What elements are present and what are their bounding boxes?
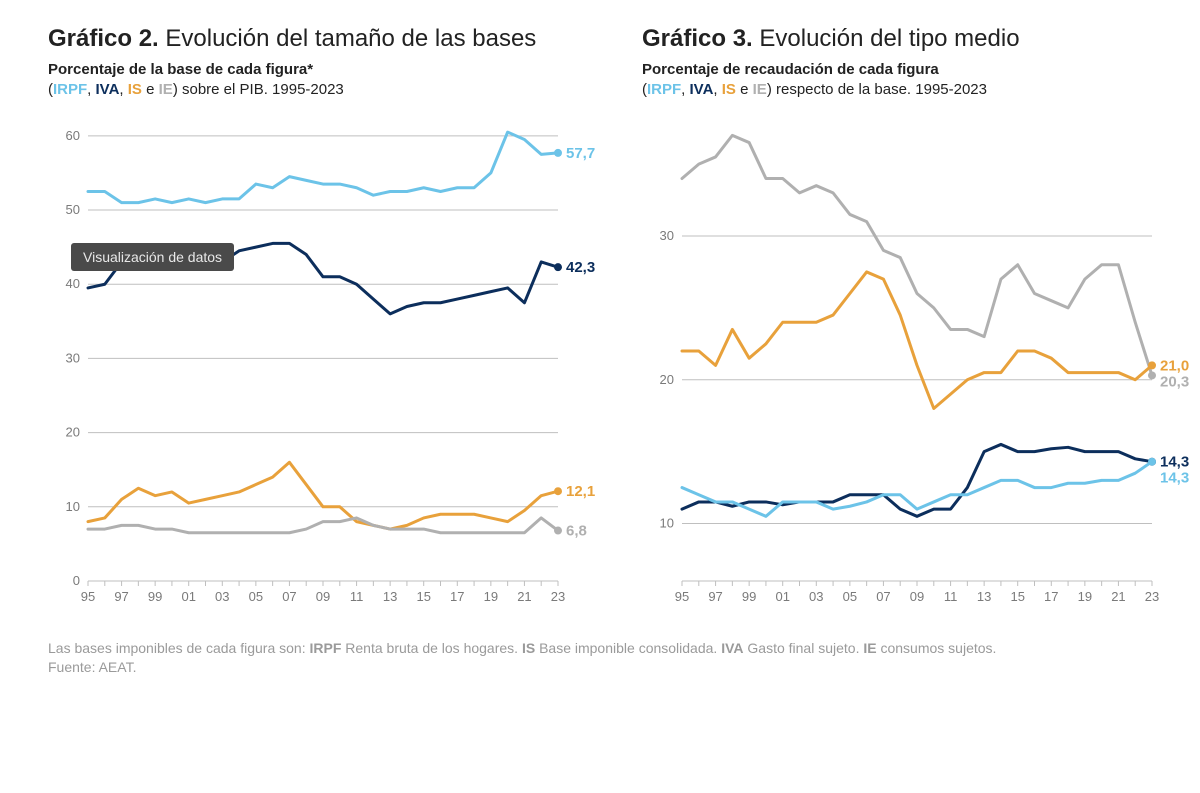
- chart-3-title-bold: Gráfico 3.: [642, 25, 753, 52]
- end-label-iva: 42,3: [566, 259, 595, 276]
- legend-ie: IE: [159, 81, 173, 98]
- chart-3-subtitle: Porcentaje de recaudación de cada figura…: [642, 60, 1200, 101]
- x-tick-label: 19: [484, 589, 498, 604]
- x-tick-label: 07: [876, 589, 890, 604]
- x-tick-label: 11: [350, 589, 364, 604]
- x-tick-label: 95: [81, 589, 95, 604]
- x-tick-label: 15: [416, 589, 430, 604]
- y-tick-label: 60: [66, 127, 80, 142]
- y-tick-label: 30: [66, 350, 80, 365]
- end-label-irpf: 14,3: [1160, 469, 1189, 486]
- series-ie: [682, 135, 1152, 375]
- chart-3-title-rest: Evolución del tipo medio: [753, 25, 1020, 52]
- y-tick-label: 40: [66, 276, 80, 291]
- x-tick-label: 15: [1010, 589, 1024, 604]
- x-tick-label: 99: [148, 589, 162, 604]
- chart-2-subtitle-line1: Porcentaje de la base de cada figura*: [48, 61, 313, 78]
- legend-iva: IVA: [690, 81, 714, 98]
- legend-irpf: IRPF: [53, 81, 87, 98]
- x-tick-label: 17: [450, 589, 464, 604]
- x-tick-label: 21: [1111, 589, 1125, 604]
- x-tick-label: 01: [775, 589, 789, 604]
- chart-3-subtitle-line1: Porcentaje de recaudación de cada figura: [642, 61, 939, 78]
- end-label-ie: 6,8: [566, 522, 587, 539]
- tooltip: Visualización de datos: [71, 243, 234, 271]
- end-label-is: 12,1: [566, 483, 595, 500]
- series-irpf: [88, 132, 558, 202]
- y-tick-label: 0: [73, 573, 80, 588]
- series-ie-endpoint: [554, 526, 562, 534]
- line-chart: 0 10 20 30 40 50 60 95 97 99 01 03 05 07 09 11 13 15 17 19 2…: [48, 111, 610, 619]
- chart-2-block: Gráfico 2. Evolución del tamaño de las b…: [48, 24, 610, 619]
- x-tick-label: 05: [843, 589, 857, 604]
- legend-is: IS: [722, 81, 736, 98]
- x-tick-label: 09: [316, 589, 330, 604]
- x-tick-label: 23: [551, 589, 565, 604]
- chart-3-plot: 10 20 30 95 97 99 01 03 05 07 09 11 13 15 17 19 21 23 21,0…: [642, 111, 1200, 619]
- x-tick-label: 01: [181, 589, 195, 604]
- x-tick-label: 97: [708, 589, 722, 604]
- series-is-endpoint: [554, 487, 562, 495]
- chart-3-title: Gráfico 3. Evolución del tipo medio: [642, 24, 1200, 54]
- series-iva: [682, 444, 1152, 516]
- x-tick-label: 07: [282, 589, 296, 604]
- page: Visualización de datos Gráfico 2. Evoluc…: [0, 0, 1200, 793]
- legend-iva: IVA: [96, 81, 120, 98]
- legend-irpf: IRPF: [647, 81, 681, 98]
- series-iva-endpoint: [554, 263, 562, 271]
- series-irpf-endpoint: [554, 148, 562, 156]
- series-is: [88, 462, 558, 529]
- series-irpf-endpoint: [1148, 457, 1156, 465]
- charts-row: Gráfico 2. Evolución del tamaño de las b…: [48, 24, 1164, 619]
- x-tick-label: 03: [809, 589, 823, 604]
- chart-2-title-rest: Evolución del tamaño de las bases: [159, 25, 537, 52]
- x-tick-label: 09: [910, 589, 924, 604]
- legend-is: IS: [128, 81, 142, 98]
- y-tick-label: 20: [660, 371, 674, 386]
- y-tick-label: 10: [660, 515, 674, 530]
- y-tick-label: 50: [66, 202, 80, 217]
- series-irpf: [682, 461, 1152, 516]
- end-label-irpf: 57,7: [566, 144, 595, 161]
- y-tick-label: 20: [66, 424, 80, 439]
- x-tick-label: 13: [977, 589, 991, 604]
- end-label-iva: 14,3: [1160, 453, 1189, 470]
- line-chart: 10 20 30 95 97 99 01 03 05 07 09 11 13 15 17 19 21 23 21,0…: [642, 111, 1200, 619]
- chart-2-subtitle: Porcentaje de la base de cada figura* (I…: [48, 60, 610, 101]
- x-tick-label: 99: [742, 589, 756, 604]
- x-tick-label: 13: [383, 589, 397, 604]
- x-tick-label: 05: [249, 589, 263, 604]
- x-tick-label: 19: [1078, 589, 1092, 604]
- x-tick-label: 97: [114, 589, 128, 604]
- x-tick-label: 17: [1044, 589, 1058, 604]
- x-tick-label: 95: [675, 589, 689, 604]
- chart-2-plot: 0 10 20 30 40 50 60 95 97 99 01 03 05 07 09 11 13 15 17 19 2…: [48, 111, 610, 619]
- chart-3-block: Gráfico 3. Evolución del tipo medio Porc…: [642, 24, 1200, 619]
- end-label-ie: 20,3: [1160, 373, 1189, 390]
- footnote: Las bases imponibles de cada figura son:…: [48, 639, 1164, 678]
- series-ie: [88, 517, 558, 532]
- chart-2-title-bold: Gráfico 2.: [48, 25, 159, 52]
- footnote-source: Fuente: AEAT.: [48, 659, 136, 675]
- y-tick-label: 10: [66, 498, 80, 513]
- series-ie-endpoint: [1148, 371, 1156, 379]
- x-tick-label: 21: [517, 589, 531, 604]
- y-tick-label: 30: [660, 228, 674, 243]
- chart-2-title: Gráfico 2. Evolución del tamaño de las b…: [48, 24, 610, 54]
- x-tick-label: 23: [1145, 589, 1159, 604]
- x-tick-label: 11: [944, 589, 958, 604]
- legend-ie: IE: [753, 81, 767, 98]
- end-label-is: 21,0: [1160, 357, 1189, 374]
- series-is-endpoint: [1148, 361, 1156, 369]
- x-tick-label: 03: [215, 589, 229, 604]
